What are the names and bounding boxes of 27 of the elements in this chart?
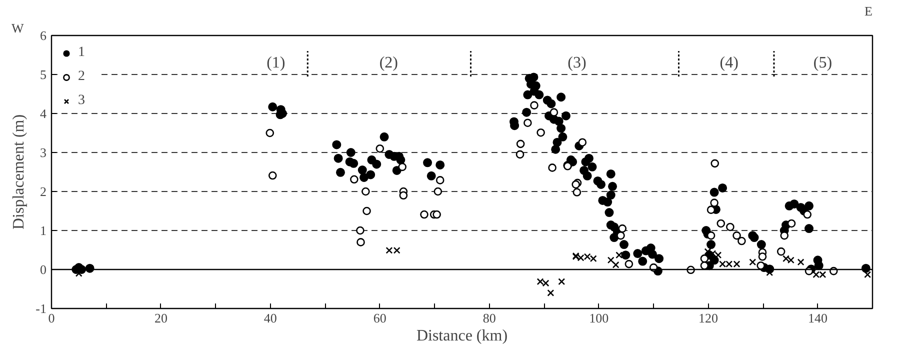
annotation: (4) [720, 54, 738, 72]
legend-label: 3 [78, 93, 86, 109]
x-tick-label: 120 [698, 310, 718, 326]
annotation: (2) [379, 54, 398, 72]
x-axis-title: Distance (km) [416, 328, 508, 344]
x-tick-label: 140 [808, 310, 828, 326]
y-axis-title: Displacement (m) [10, 114, 28, 230]
y-tick-label: 1 [40, 223, 46, 238]
y-tick-label: 3 [40, 145, 46, 160]
annotation: (5) [813, 54, 832, 72]
text: W [12, 20, 24, 36]
y-tick-label: 5 [40, 67, 46, 82]
x-tick-label: 100 [589, 310, 609, 326]
y-tick-label: 2 [40, 184, 46, 199]
annotation: (3) [568, 54, 586, 72]
y-tick-label: -1 [36, 301, 47, 316]
legend-label: 1 [78, 45, 86, 61]
x-tick-label: 40 [264, 310, 277, 326]
x-tick-label: 20 [154, 310, 168, 326]
legend-label: 2 [78, 69, 86, 85]
text: E [864, 4, 873, 18]
annotation: (1) [266, 54, 286, 72]
x-tick-label: 60 [373, 310, 386, 326]
y-tick-label: 6 [40, 28, 47, 43]
y-tick-label: 4 [40, 106, 47, 121]
y-tick-label: 0 [40, 262, 46, 277]
x-tick-label: 80 [482, 310, 496, 326]
